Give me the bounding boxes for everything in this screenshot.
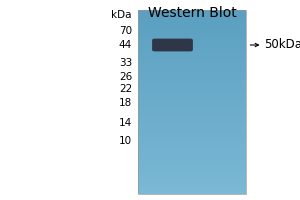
Bar [138, 54, 246, 56]
Bar [138, 120, 246, 123]
Bar [138, 171, 246, 173]
Bar [138, 125, 246, 127]
Bar [138, 132, 246, 134]
Bar [138, 134, 246, 136]
Bar [138, 166, 246, 169]
Bar [138, 176, 246, 178]
Bar [138, 58, 246, 61]
Bar [138, 95, 246, 97]
Bar [138, 141, 246, 143]
Bar [138, 127, 246, 130]
Bar [138, 81, 246, 84]
Bar [138, 164, 246, 166]
Bar [138, 123, 246, 125]
Bar [138, 150, 246, 153]
Bar [138, 169, 246, 171]
Bar [138, 182, 246, 185]
Bar [138, 116, 246, 118]
Bar [138, 15, 246, 17]
Bar [138, 90, 246, 93]
Bar [138, 155, 246, 157]
Bar [138, 38, 246, 40]
Text: 70: 70 [119, 26, 132, 36]
Bar [138, 157, 246, 160]
Bar [138, 104, 246, 107]
Bar [138, 10, 246, 194]
Text: 10: 10 [119, 136, 132, 146]
Bar [138, 28, 246, 31]
Bar [138, 102, 246, 104]
Bar [138, 10, 246, 12]
Bar [138, 189, 246, 192]
Bar [138, 93, 246, 95]
Bar [138, 180, 246, 182]
Bar [138, 72, 246, 74]
Text: 44: 44 [119, 40, 132, 50]
Bar [138, 173, 246, 176]
Bar [138, 47, 246, 49]
Bar [138, 24, 246, 26]
Bar [138, 40, 246, 42]
Bar [138, 114, 246, 116]
Bar [138, 45, 246, 47]
Bar [138, 109, 246, 111]
Bar [138, 185, 246, 187]
Bar [138, 136, 246, 139]
Bar [138, 35, 246, 38]
Bar [138, 192, 246, 194]
Bar [138, 56, 246, 58]
Bar [138, 86, 246, 88]
Bar [138, 17, 246, 19]
Bar [138, 111, 246, 114]
Bar [138, 139, 246, 141]
Text: 14: 14 [119, 118, 132, 128]
Bar [138, 130, 246, 132]
Text: 50kDa: 50kDa [264, 38, 300, 51]
Bar [138, 118, 246, 120]
Bar [138, 12, 246, 15]
Bar [138, 148, 246, 150]
Bar [138, 31, 246, 33]
Bar [138, 160, 246, 162]
Bar [138, 22, 246, 24]
Bar [138, 88, 246, 90]
Bar [138, 79, 246, 81]
Bar [138, 49, 246, 51]
Text: Western Blot: Western Blot [148, 6, 236, 20]
Bar [138, 97, 246, 100]
Bar [138, 74, 246, 77]
Bar [138, 178, 246, 180]
Bar [138, 77, 246, 79]
Bar [138, 187, 246, 189]
Bar [138, 162, 246, 164]
Bar [138, 100, 246, 102]
Bar [138, 84, 246, 86]
Text: kDa: kDa [112, 10, 132, 20]
Bar [138, 51, 246, 54]
FancyBboxPatch shape [152, 39, 193, 51]
Bar [138, 107, 246, 109]
Bar [138, 19, 246, 21]
Text: 18: 18 [119, 98, 132, 108]
Bar [138, 42, 246, 45]
Bar [138, 70, 246, 72]
Text: 22: 22 [119, 84, 132, 94]
Bar [138, 153, 246, 155]
Bar [138, 143, 246, 146]
Bar [138, 146, 246, 148]
Bar [138, 61, 246, 63]
Bar [138, 65, 246, 68]
Bar [138, 68, 246, 70]
Bar [138, 63, 246, 65]
Bar [138, 26, 246, 28]
Text: 33: 33 [119, 58, 132, 68]
Bar [138, 33, 246, 35]
Text: 26: 26 [119, 72, 132, 82]
